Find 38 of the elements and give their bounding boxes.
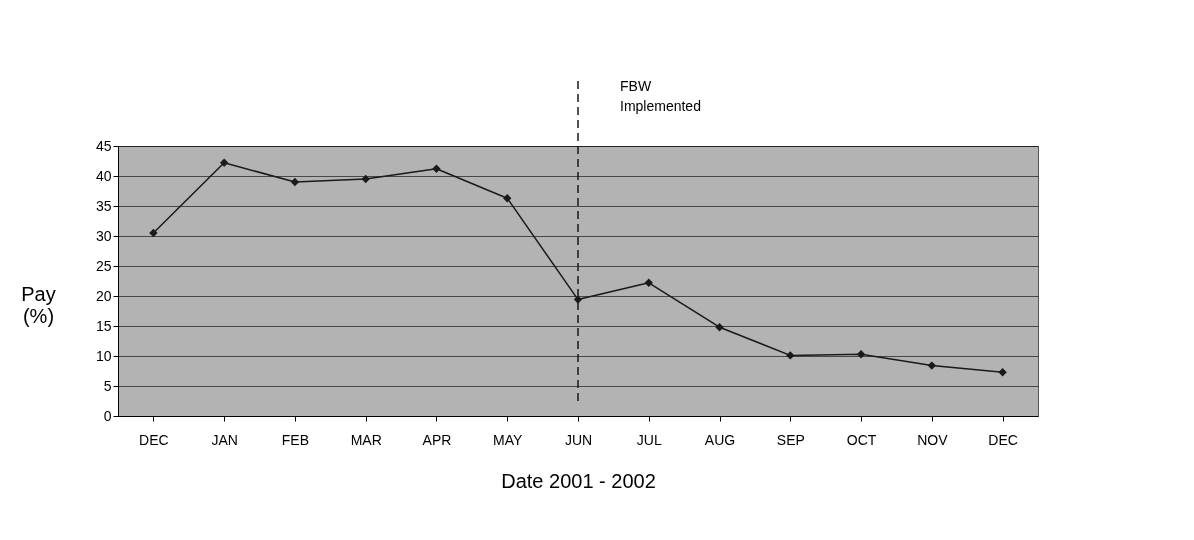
point [503,194,512,203]
x-axis-title: Date 2001 - 2002 [501,469,656,492]
point [361,174,370,184]
x-tick-label: NOV [917,431,949,448]
y-tick-label: 45 [95,137,112,154]
x-tick-label: DEC [139,431,169,448]
point [927,361,937,370]
x-tick-label: MAR [350,431,382,448]
point [149,228,158,238]
y-tick-label: 35 [95,197,112,214]
x-tick-label: OCT [846,431,877,448]
y-tick-label: 25 [95,257,112,274]
y-tick-label: 30 [95,227,112,244]
y-tick-label: 15 [95,317,112,334]
y-tick-label: 5 [103,377,112,394]
x-tick-label: DEC [988,431,1018,448]
y-tick-label: 40 [95,167,112,184]
point [290,177,300,187]
x-tick-label: JUL [636,431,662,448]
point [715,323,724,332]
x-tick-label: JUN [564,431,593,448]
y-tick-label: 20 [95,287,112,304]
point [998,368,1007,377]
point [219,158,229,167]
y-tick-label: 0 [103,407,112,424]
x-tick-label: JAN [211,431,238,448]
x-tick-label: SEP [776,431,805,448]
point [432,164,441,173]
x-tick-label: APR [422,431,452,448]
x-tick-label: MAY [493,431,524,448]
point [644,278,653,287]
point [856,350,866,359]
point [786,351,795,360]
ref-line-label: FBW Implemented [620,78,701,114]
y-tick-label: 10 [95,347,112,364]
x-tick-label: AUG [704,431,736,448]
y-axis-title: Pay (%) [21,283,56,327]
x-tick-label: FEB [281,431,310,448]
